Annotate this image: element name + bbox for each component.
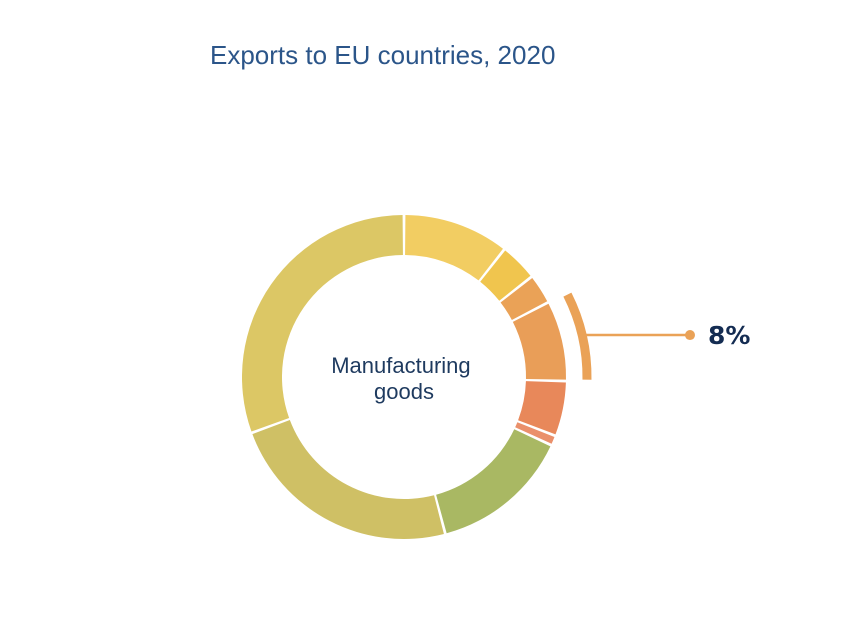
donut-slice-6[interactable]: [515, 422, 555, 444]
donut-slice-7[interactable]: [436, 429, 551, 534]
donut-slice-8[interactable]: [252, 420, 444, 539]
donut-slices: [242, 215, 566, 539]
donut-slice-9[interactable]: [242, 215, 403, 432]
callout-dot: [685, 330, 695, 341]
donut-slice-1[interactable]: [405, 215, 503, 281]
highlight-arc: [563, 292, 592, 380]
donut-slice-4[interactable]: [512, 303, 566, 380]
donut-slice-2[interactable]: [480, 250, 531, 301]
center-label: Manufacturing goods: [331, 353, 477, 404]
donut-slice-3[interactable]: [500, 278, 548, 320]
center-label-line-2: goods: [374, 379, 434, 404]
center-label-line-1: Manufacturing: [331, 353, 470, 378]
donut-slice-5[interactable]: [518, 381, 566, 435]
callout-value-label: 8%: [708, 321, 750, 350]
chart-title: Exports to EU countries, 2020: [210, 40, 556, 70]
